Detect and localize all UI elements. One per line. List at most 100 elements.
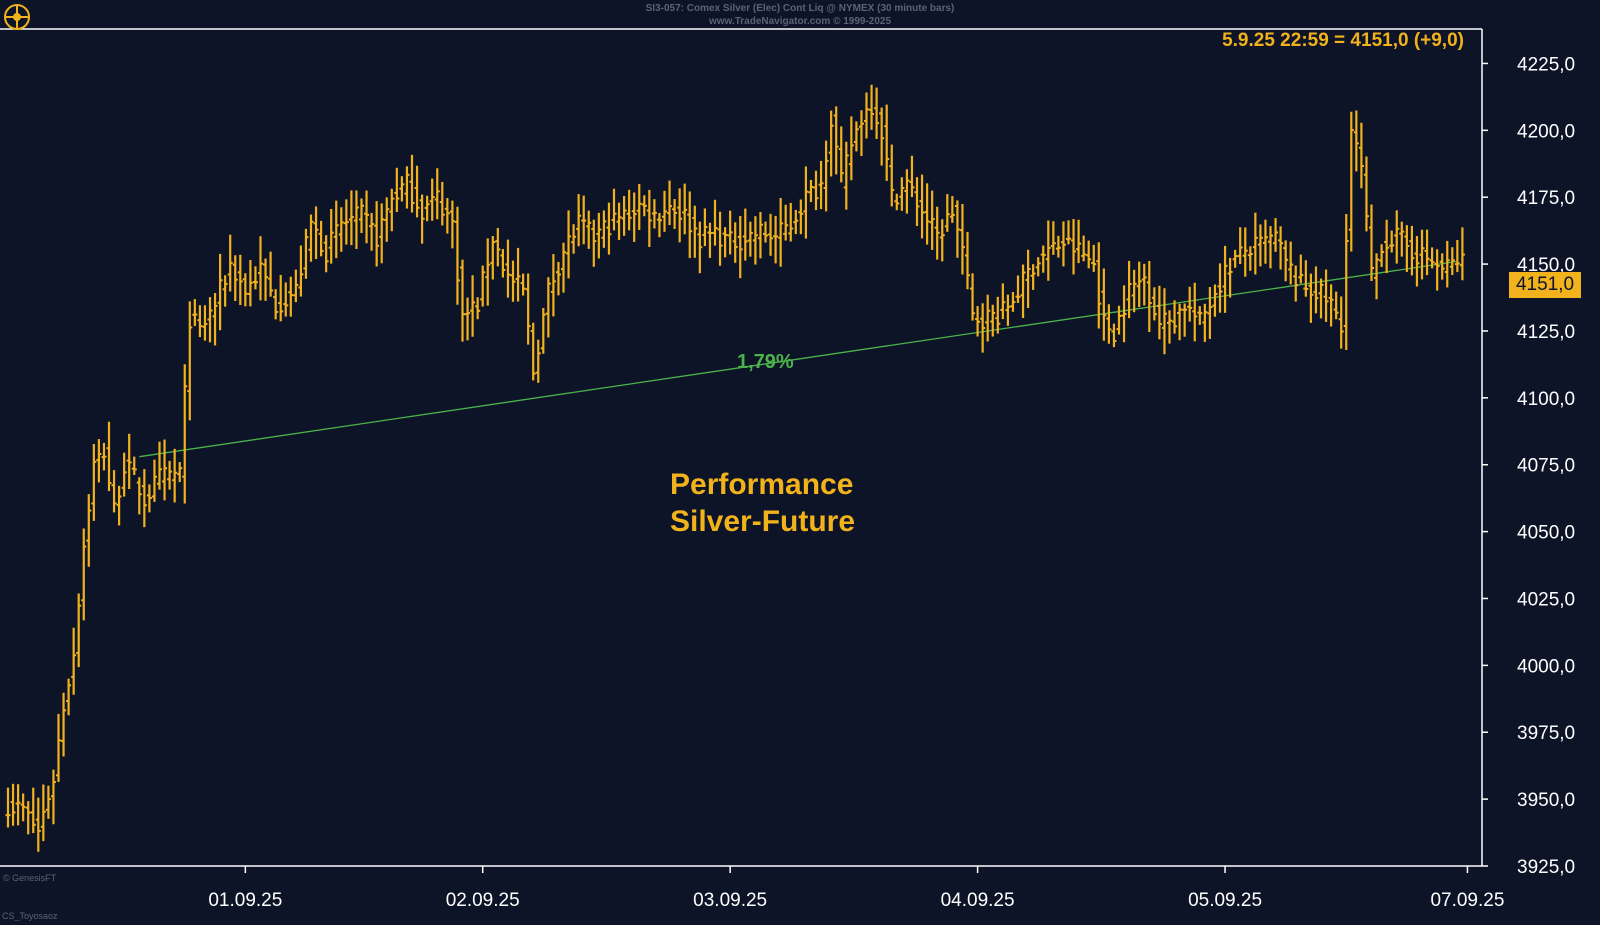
ohlc-bar — [763, 221, 768, 243]
ohlc-bar — [1116, 305, 1122, 335]
ohlc-bar — [869, 84, 875, 130]
y-tick-label: 3925,0 — [1517, 857, 1575, 878]
ohlc-bar — [904, 169, 910, 214]
ohlc-bar — [121, 452, 127, 497]
ohlc-bar — [480, 265, 486, 307]
ohlc-bar — [621, 195, 627, 236]
y-tick-label: 4125,0 — [1517, 322, 1575, 343]
ohlc-bar — [454, 206, 460, 305]
ohlc-bar — [641, 195, 647, 217]
ohlc-bar — [848, 116, 854, 181]
ohlc-bar — [91, 444, 97, 521]
ohlc-bar — [1187, 286, 1193, 322]
ohlc-bar — [131, 456, 137, 475]
ohlc-bar — [515, 247, 521, 302]
ohlc-bar — [1015, 275, 1021, 303]
ohlc-bar — [1293, 265, 1299, 302]
ohlc-bar — [177, 462, 183, 483]
title-line-1: Performance — [670, 468, 854, 501]
ohlc-bar — [712, 199, 718, 246]
ohlc-bar — [1257, 224, 1263, 267]
ohlc-bar — [889, 144, 895, 207]
ohlc-bar — [449, 200, 455, 249]
ohlc-bar — [141, 469, 147, 528]
ohlc-bar — [56, 713, 61, 783]
y-tick-label: 4075,0 — [1517, 456, 1575, 477]
ohlc-bar — [81, 528, 87, 621]
ohlc-bar — [263, 258, 269, 301]
ohlc-bar — [192, 299, 198, 327]
ohlc-bar — [66, 678, 72, 716]
ohlc-bar — [1454, 240, 1460, 273]
ohlc-bar — [697, 221, 703, 274]
ohlc-bar — [939, 219, 945, 262]
ohlc-bar — [1161, 288, 1167, 355]
ohlc-bar — [45, 785, 51, 819]
ohlc-bar — [722, 227, 728, 258]
ohlc-bar — [1419, 229, 1425, 280]
ohlc-bar — [793, 209, 799, 235]
title-line-2: Silver-Future — [670, 505, 856, 538]
ohlc-bar — [475, 297, 481, 320]
ohlc-bar — [656, 212, 662, 238]
chart-title-annotation: Performance Silver-Future — [670, 466, 855, 540]
ohlc-bar — [914, 177, 920, 227]
ohlc-bar — [500, 249, 506, 278]
ohlc-bar — [773, 215, 779, 264]
ohlc-bar — [1045, 220, 1051, 281]
ohlc-bar — [954, 200, 960, 258]
ohlc-bar — [1232, 249, 1238, 268]
ohlc-bar — [151, 459, 157, 502]
ohlc-bar — [136, 477, 142, 515]
ohlc-bar — [343, 199, 349, 245]
ohlc-bar — [1353, 110, 1359, 172]
ohlc-bar — [1389, 230, 1395, 253]
ohlc-bar — [1121, 285, 1127, 343]
x-tick-label: 05.09.25 — [1188, 890, 1262, 911]
ohlc-bar — [1035, 257, 1041, 277]
ohlc-bar — [985, 294, 991, 342]
author-label: CS_Toyosaoz — [2, 911, 58, 921]
ohlc-bar — [505, 239, 511, 298]
ohlc-bar — [747, 221, 753, 257]
ohlc-bar — [1409, 225, 1415, 276]
x-tick-label: 07.09.25 — [1430, 890, 1504, 911]
ohlc-bar — [1429, 247, 1435, 269]
ohlc-bar — [313, 206, 319, 260]
y-tick-label: 4000,0 — [1517, 656, 1575, 677]
ohlc-bar — [687, 191, 693, 258]
ohlc-bar — [353, 190, 359, 249]
ohlc-bar — [308, 214, 314, 262]
ohlc-bar — [813, 170, 819, 211]
chart-header-copyright: www.TradeNavigator.com © 1999-2025 — [708, 16, 892, 27]
ohlc-bar — [162, 439, 168, 501]
ohlc-bar — [737, 215, 743, 279]
ohlc-bar — [15, 784, 21, 826]
ohlc-bar — [894, 193, 900, 211]
ohlc-bar — [1379, 244, 1385, 267]
ohlc-bar — [439, 181, 445, 226]
ohlc-bar — [172, 448, 178, 503]
ohlc-bar — [5, 787, 11, 828]
ohlc-bar — [682, 183, 688, 235]
ohlc-bar — [1167, 310, 1172, 344]
ohlc-bar — [1288, 241, 1294, 285]
ohlc-bar — [374, 201, 380, 267]
ohlc-bar — [1202, 303, 1208, 342]
ohlc-bar — [1212, 284, 1218, 317]
ohlc-bar — [581, 195, 587, 245]
ohlc-bar — [444, 198, 450, 234]
ohlc-bar — [1414, 236, 1420, 287]
ohlc-bar — [1005, 294, 1011, 326]
ohlc-bar — [232, 255, 238, 301]
ohlc-bar — [364, 190, 370, 244]
ohlc-bar — [838, 126, 844, 183]
ohlc-bar — [303, 228, 309, 279]
ohlc-bar — [1086, 240, 1092, 269]
ohlc-bar — [1141, 263, 1147, 306]
ohlc-bar — [788, 202, 794, 242]
ohlc-bar — [1040, 245, 1046, 273]
ohlc-bar — [1343, 213, 1349, 350]
ohlc-bar — [252, 266, 258, 290]
